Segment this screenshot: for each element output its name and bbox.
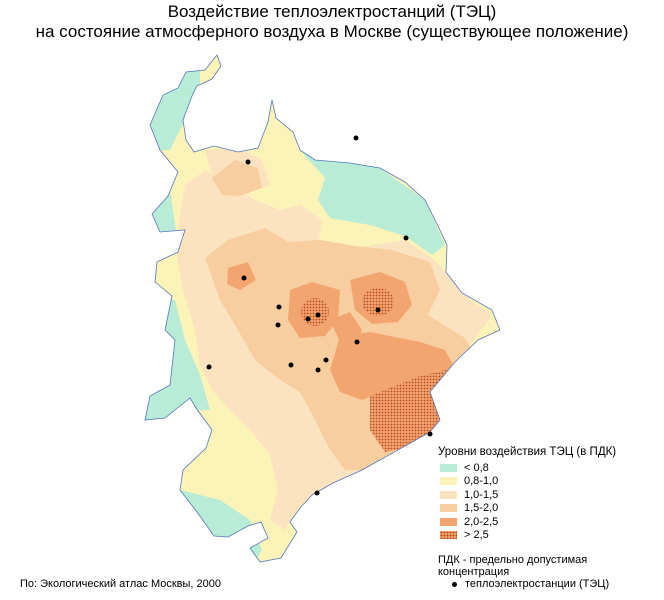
tec-points [206, 135, 433, 496]
legend-label: 1,0-1,5 [464, 488, 499, 501]
tec-point [314, 490, 320, 496]
title-line-2: на состояние атмосферного воздуха в Моск… [35, 22, 629, 41]
tec-point [427, 431, 433, 437]
tec-legend-dot-icon [452, 581, 457, 587]
legend-item-gt25: > 2,5 [438, 529, 658, 543]
tec-point [353, 135, 359, 141]
tec-point [288, 362, 294, 368]
legend-title: Уровни воздействия ТЭЦ (в ПДК) [438, 446, 617, 458]
legend-item-08-10: 0,8-1,0 [438, 475, 658, 489]
tec-point [245, 159, 251, 165]
legend: Уровни воздействия ТЭЦ (в ПДК) < 0,8 0,8… [438, 446, 658, 542]
tec-legend: теплоэлектростанции (ТЭЦ) [438, 578, 609, 590]
legend-label: 1,5-2,0 [464, 502, 499, 515]
legend-item-10-15: 1,0-1,5 [438, 488, 658, 502]
zone-gt25-se-core [402, 410, 438, 440]
legend-item-15-20: 1,5-2,0 [438, 502, 658, 516]
source-note: По: Экологический атлас Москвы, 2000 [20, 578, 221, 590]
zone-lt08-ne [300, 150, 445, 255]
zone-gt25-east [362, 288, 394, 316]
legend-label: < 0,8 [464, 461, 489, 474]
legend-swatch-hatched [440, 531, 457, 540]
zone-20-25-se [330, 332, 455, 400]
tec-point [403, 235, 409, 241]
zone-gt25-center [301, 298, 329, 326]
legend-swatch [440, 463, 457, 472]
legend-swatch [440, 504, 457, 513]
tec-point [354, 339, 360, 345]
tec-point [276, 304, 282, 310]
legend-item-lt08: < 0,8 [438, 461, 658, 475]
tec-point [375, 307, 381, 313]
legend-item-20-25: 2,0-2,5 [438, 515, 658, 529]
zone-20-25-w [227, 262, 256, 290]
legend-swatch [440, 477, 457, 486]
tec-point [206, 364, 212, 370]
tec-point [275, 322, 281, 328]
pdk-note: ПДК - предельно допустимая концентрация [438, 554, 588, 578]
tec-point [315, 312, 321, 318]
zone-15-20-north [212, 160, 262, 196]
legend-label: 2,0-2,5 [464, 515, 499, 528]
tec-point [305, 316, 311, 322]
tec-legend-label: теплоэлектростанции (ТЭЦ) [465, 578, 610, 590]
map-title: Воздействие теплоэлектростанций (ТЭЦ) на… [0, 2, 664, 42]
tec-point [323, 357, 329, 363]
legend-swatch [440, 490, 457, 499]
city-boundary [144, 54, 501, 563]
legend-swatch [440, 517, 457, 526]
title-line-1: Воздействие теплоэлектростанций (ТЭЦ) [167, 2, 497, 21]
tec-point [241, 275, 247, 281]
tec-point [315, 367, 321, 373]
legend-label: > 2,5 [464, 529, 489, 542]
zone-lt08-nw [145, 60, 200, 150]
legend-label: 0,8-1,0 [464, 475, 499, 488]
